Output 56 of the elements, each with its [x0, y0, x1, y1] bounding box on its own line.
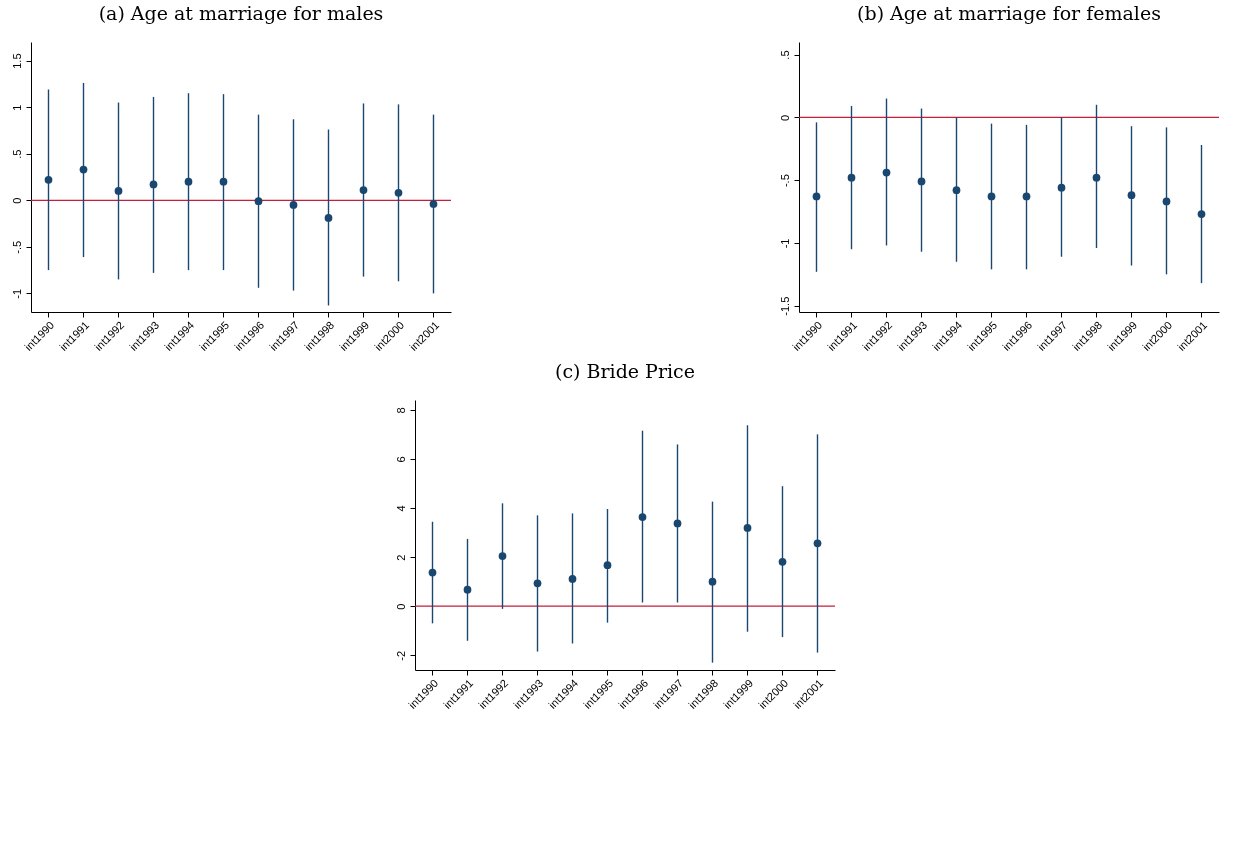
- point: [1022, 192, 1031, 201]
- y-tick-label: -2: [394, 650, 407, 661]
- y-tick-label: 2: [394, 554, 407, 561]
- point: [568, 575, 577, 583]
- point: [254, 197, 263, 206]
- point: [987, 192, 996, 201]
- point: [1092, 173, 1101, 182]
- y-tick-label: .5: [778, 50, 791, 60]
- point: [289, 201, 298, 209]
- point: [673, 519, 682, 528]
- y-tick-label: 1: [10, 104, 23, 111]
- point: [44, 175, 53, 184]
- y-tick-label: -.5: [10, 240, 23, 254]
- point: [1162, 197, 1171, 206]
- point: [917, 177, 926, 186]
- chart-title: (a) Age at marriage for males: [98, 2, 384, 24]
- point: [463, 585, 472, 594]
- point: [359, 186, 368, 194]
- y-tick-label: 6: [394, 456, 407, 463]
- point: [429, 200, 438, 208]
- y-tick-label: -1: [778, 238, 791, 249]
- point: [778, 557, 787, 566]
- y-tick-label: 1.5: [10, 53, 23, 69]
- point: [324, 214, 333, 222]
- point: [149, 180, 158, 189]
- chart-title: (c) Bride Price: [555, 360, 695, 382]
- point: [638, 513, 647, 521]
- y-tick-label: 0: [10, 197, 23, 204]
- point: [533, 579, 542, 588]
- point: [394, 188, 403, 197]
- point: [184, 177, 193, 186]
- point: [743, 524, 752, 532]
- point: [1197, 210, 1206, 218]
- point: [498, 552, 507, 560]
- point: [1127, 191, 1136, 200]
- y-tick-label: 0: [394, 603, 407, 610]
- y-tick-label: .5: [10, 149, 23, 159]
- point: [708, 577, 717, 586]
- point: [428, 568, 437, 577]
- point: [1057, 183, 1066, 192]
- point: [79, 165, 88, 174]
- y-tick-label: 0: [778, 114, 791, 121]
- y-tick-label: -.5: [778, 174, 791, 188]
- point: [847, 173, 856, 182]
- point: [812, 192, 821, 201]
- y-tick-label: 4: [394, 505, 407, 512]
- point: [882, 168, 891, 177]
- y-tick-label: -1: [10, 288, 23, 299]
- point: [813, 539, 822, 548]
- point: [219, 177, 228, 186]
- point: [603, 561, 612, 570]
- point: [952, 186, 961, 195]
- y-tick-label: 8: [394, 407, 407, 414]
- point: [114, 187, 123, 195]
- y-tick-label: -1.5: [778, 296, 791, 316]
- chart-title: (b) Age at marriage for females: [857, 2, 1161, 24]
